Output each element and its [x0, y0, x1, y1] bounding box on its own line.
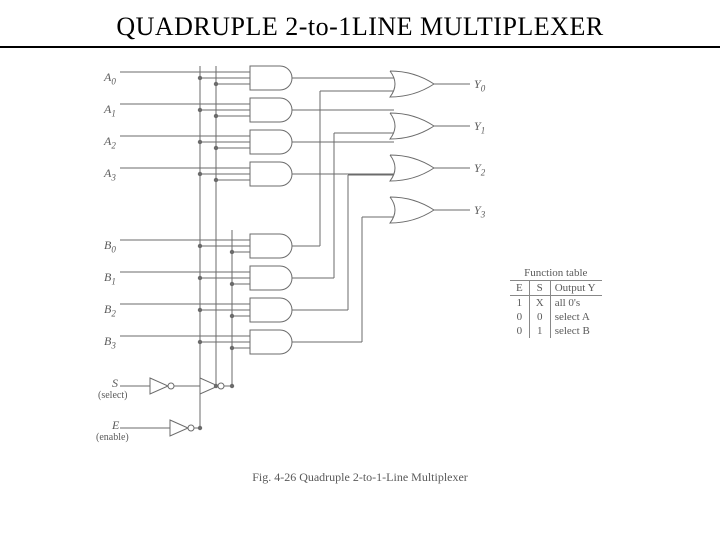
label-s-note: (select): [98, 390, 127, 401]
ft-r1c0: 0: [510, 310, 529, 324]
label-a0: A0: [104, 70, 116, 86]
label-b2: B2: [104, 302, 116, 318]
label-y0: Y0: [474, 77, 485, 93]
ft-h1: S: [529, 281, 550, 296]
label-e: E: [112, 418, 119, 433]
label-e-note: (enable): [96, 432, 129, 443]
label-a1: A1: [104, 102, 116, 118]
label-s: S: [112, 376, 118, 391]
ft-h0: E: [510, 281, 529, 296]
ft-r0c0: 1: [510, 296, 529, 311]
ft-r1c2: select A: [550, 310, 601, 324]
label-a2: A2: [104, 134, 116, 150]
label-y2: Y2: [474, 161, 485, 177]
ft-r2c2: select B: [550, 324, 601, 338]
ft-r0c2: all 0's: [550, 296, 601, 311]
label-b0: B0: [104, 238, 116, 254]
ft-r0c1: X: [529, 296, 550, 311]
label-y1: Y1: [474, 119, 485, 135]
ft-r2c1: 1: [529, 324, 550, 338]
label-b1: B1: [104, 270, 116, 286]
function-table-title: Function table: [510, 266, 602, 281]
ft-h2: Output Y: [550, 281, 601, 296]
page-title: QUADRUPLE 2-to-1LINE MULTIPLEXER: [0, 12, 720, 48]
label-a3: A3: [104, 166, 116, 182]
label-y3: Y3: [474, 203, 485, 219]
function-table: Function table E S Output Y 1 X all 0's …: [510, 266, 602, 338]
diagram-canvas: A0 A1 A2 A3 B0 B1 B2 B3 Y0 Y1 Y2 Y3 S (s…: [0, 56, 720, 526]
ft-r1c1: 0: [529, 310, 550, 324]
ft-r2c0: 0: [510, 324, 529, 338]
label-b3: B3: [104, 334, 116, 350]
figure-caption: Fig. 4-26 Quadruple 2-to-1-Line Multiple…: [0, 470, 720, 485]
